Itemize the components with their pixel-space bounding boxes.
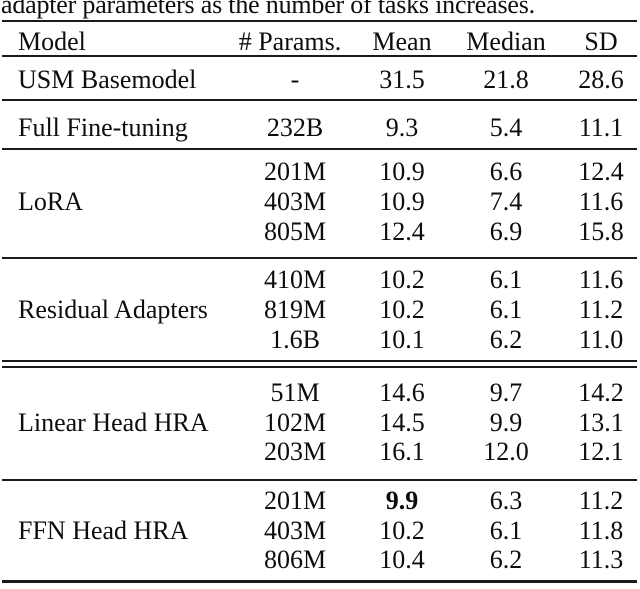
median-cell: 6.9 <box>489 217 523 246</box>
col-header-median: Median <box>466 27 546 56</box>
sd-cell: 11.8 <box>578 516 624 545</box>
table-row: 403M 10.2 6.1 11.8 <box>0 516 640 546</box>
rule-below-linearhead <box>2 479 637 481</box>
sd-cell: 11.2 <box>578 486 624 515</box>
params-cell: 805M <box>263 217 327 246</box>
params-cell: - <box>290 65 300 94</box>
model-cell: USM Basemodel <box>18 65 197 94</box>
params-cell: 806M <box>263 545 327 574</box>
mean-cell: 16.1 <box>379 437 425 466</box>
col-header-model: Model <box>18 27 86 56</box>
group-label-row: Residual Adapters <box>0 295 640 325</box>
sd-cell: 11.2 <box>578 295 624 324</box>
median-cell: 6.2 <box>489 325 523 354</box>
mean-cell: 10.9 <box>379 187 425 216</box>
mean-cell: 10.4 <box>379 545 425 574</box>
rule-below-header <box>2 55 637 57</box>
params-cell: 201M <box>263 157 327 186</box>
table-row: 805M 12.4 6.9 15.8 <box>0 217 640 247</box>
sd-cell: 13.1 <box>578 408 624 437</box>
median-cell: 6.1 <box>489 516 523 545</box>
model-cell: LoRA <box>18 187 83 216</box>
sd-cell: 14.2 <box>578 378 624 407</box>
sd-cell: 28.6 <box>578 65 624 94</box>
table-row: 806M 10.4 6.2 11.3 <box>0 545 640 575</box>
params-cell: 819M <box>263 295 327 324</box>
model-cell: FFN Head HRA <box>18 516 189 545</box>
rule-below-lora <box>2 257 637 259</box>
sd-cell: 11.1 <box>578 113 624 142</box>
median-cell: 5.4 <box>489 113 523 142</box>
sd-cell: 12.4 <box>578 157 624 186</box>
median-cell: 9.9 <box>489 408 523 437</box>
params-cell: 232B <box>266 113 324 142</box>
params-cell: 203M <box>263 437 327 466</box>
table-row: 1.6B 10.1 6.2 11.0 <box>0 325 640 355</box>
header-row: Model # Params. Mean Median SD <box>0 27 640 57</box>
median-cell: 6.1 <box>489 295 523 324</box>
median-cell: 6.3 <box>489 486 523 515</box>
sd-cell: 11.0 <box>578 325 624 354</box>
rule-below-basemodel <box>2 99 637 101</box>
model-cell: Residual Adapters <box>18 295 208 324</box>
sd-cell: 12.1 <box>578 437 624 466</box>
table-caption: adapter parameters as the number of task… <box>1 0 535 19</box>
sd-cell: 15.8 <box>578 217 624 246</box>
model-cell: Linear Head HRA <box>18 408 209 437</box>
mean-cell: 31.5 <box>379 65 425 94</box>
mean-cell: 10.2 <box>379 295 425 324</box>
params-cell: 410M <box>263 265 327 294</box>
median-cell: 6.2 <box>489 545 523 574</box>
mean-cell: 10.1 <box>379 325 425 354</box>
table-row: 819M 10.2 6.1 11.2 <box>0 295 640 325</box>
sd-cell: 11.3 <box>578 545 624 574</box>
median-cell: 9.7 <box>489 378 523 407</box>
group-label-row: FFN Head HRA <box>0 516 640 546</box>
mean-cell: 10.9 <box>379 157 425 186</box>
params-cell: 403M <box>263 516 327 545</box>
table-row: 201M 10.9 6.6 12.4 <box>0 157 640 187</box>
mean-cell: 14.6 <box>379 378 425 407</box>
col-header-mean: Mean <box>372 27 432 56</box>
sd-cell: 11.6 <box>578 265 624 294</box>
params-cell: 403M <box>263 187 327 216</box>
group-label-row: LoRA <box>0 187 640 217</box>
mean-cell: 10.2 <box>379 516 425 545</box>
rule-bottom <box>2 580 637 583</box>
model-cell: Full Fine-tuning <box>18 113 188 142</box>
table-row: USM Basemodel - 31.5 21.8 28.6 <box>0 65 640 95</box>
median-cell: 6.1 <box>489 265 523 294</box>
mean-cell-best: 9.9 <box>385 486 419 515</box>
table-row: 201M 9.9 6.3 11.2 <box>0 486 640 516</box>
mean-cell: 14.5 <box>379 408 425 437</box>
params-cell: 102M <box>263 408 327 437</box>
median-cell: 7.4 <box>489 187 523 216</box>
median-cell: 21.8 <box>483 65 529 94</box>
table-row: 203M 16.1 12.0 12.1 <box>0 437 640 467</box>
table-row: 102M 14.5 9.9 13.1 <box>0 408 640 438</box>
table-row: 51M 14.6 9.7 14.2 <box>0 378 640 408</box>
rule-below-finetuning <box>2 148 637 150</box>
col-header-sd: SD <box>584 27 618 56</box>
mean-cell: 10.2 <box>379 265 425 294</box>
median-cell: 6.6 <box>489 157 523 186</box>
params-cell: 51M <box>270 378 320 407</box>
rule-double-upper <box>2 360 637 362</box>
mean-cell: 9.3 <box>385 113 419 142</box>
rule-double-lower <box>2 366 637 368</box>
table-row: Full Fine-tuning 232B 9.3 5.4 11.1 <box>0 113 640 143</box>
sd-cell: 11.6 <box>578 187 624 216</box>
median-cell: 12.0 <box>483 437 529 466</box>
params-cell: 1.6B <box>270 325 320 354</box>
rule-top <box>2 20 637 22</box>
group-label-row: Linear Head HRA <box>0 408 640 438</box>
table-row: 410M 10.2 6.1 11.6 <box>0 265 640 295</box>
params-cell: 201M <box>263 486 327 515</box>
mean-cell: 12.4 <box>379 217 425 246</box>
col-header-params: # Params. <box>238 27 342 56</box>
table-row: 403M 10.9 7.4 11.6 <box>0 187 640 217</box>
